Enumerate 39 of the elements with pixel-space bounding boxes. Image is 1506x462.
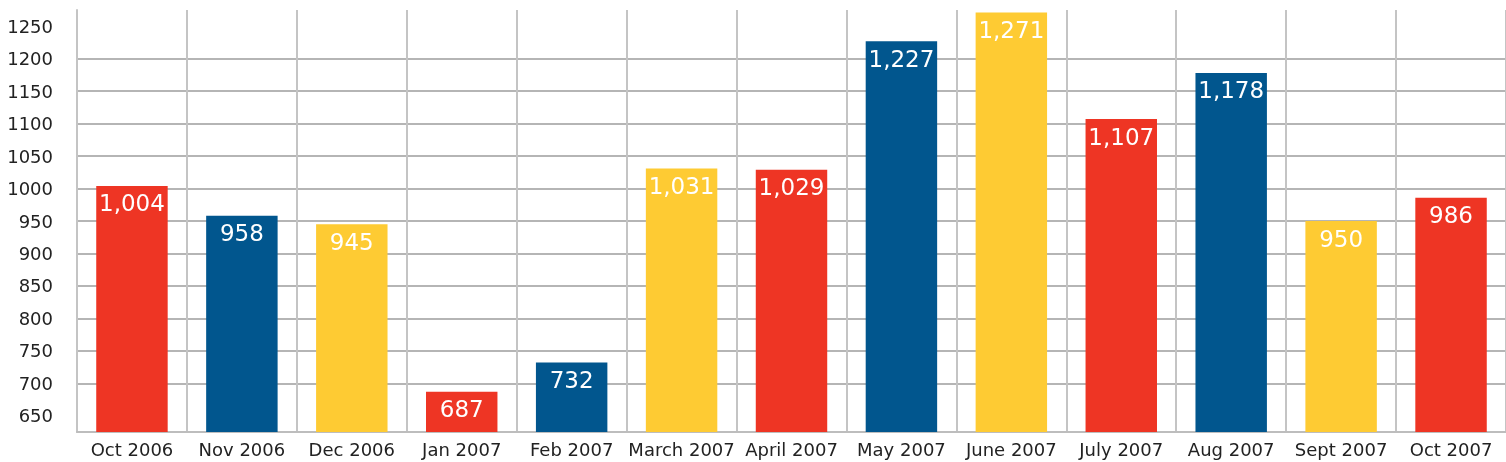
y-tick-label: 1000 (7, 178, 53, 200)
data-label: 1,107 (1088, 123, 1155, 150)
y-tick-label: 850 (18, 275, 53, 297)
data-label: 687 (439, 396, 484, 423)
data-label: 950 (1319, 225, 1364, 252)
y-tick-label: 750 (18, 340, 53, 362)
x-tick-label: Oct 2007 (1409, 438, 1493, 460)
y-tick-label: 700 (18, 372, 53, 394)
y-tick-label: 800 (18, 307, 53, 329)
y-tick-label: 1050 (7, 145, 53, 167)
x-tick-label: May 2007 (857, 438, 946, 460)
data-label: 1,004 (99, 190, 165, 217)
x-tick-label: April 2007 (745, 438, 838, 460)
y-tick-label: 1150 (7, 80, 53, 102)
data-label: 986 (1429, 202, 1473, 229)
x-tick-label: July 2007 (1078, 438, 1164, 460)
y-tick-label: 1200 (7, 48, 53, 70)
x-tick-label: Jan 2007 (421, 438, 502, 460)
data-label: 1,031 (648, 172, 715, 199)
y-tick-label: 900 (18, 242, 53, 264)
x-tick-label: Feb 2007 (529, 438, 614, 460)
data-label: 1,029 (758, 174, 825, 201)
y-tick-label: 1250 (7, 15, 53, 37)
data-label: 958 (219, 220, 264, 247)
x-tick-label: Nov 2006 (198, 438, 286, 460)
x-tick-label: June 2007 (964, 438, 1057, 460)
data-label: 1,227 (868, 45, 935, 72)
y-tick-label: 1100 (7, 113, 53, 135)
data-label: 732 (549, 367, 594, 394)
data-label: 1,178 (1198, 77, 1265, 104)
data-label: 1,271 (978, 17, 1045, 44)
x-tick-label: Dec 2006 (308, 438, 395, 460)
x-tick-label: March 2007 (628, 438, 735, 460)
y-tick-label: 650 (18, 405, 53, 427)
data-label: 945 (329, 228, 374, 255)
y-tick-label: 950 (18, 210, 53, 232)
x-tick-label: Oct 2006 (90, 438, 174, 460)
x-tick-label: Sept 2007 (1294, 438, 1388, 460)
x-tick-label: Aug 2007 (1187, 438, 1275, 460)
